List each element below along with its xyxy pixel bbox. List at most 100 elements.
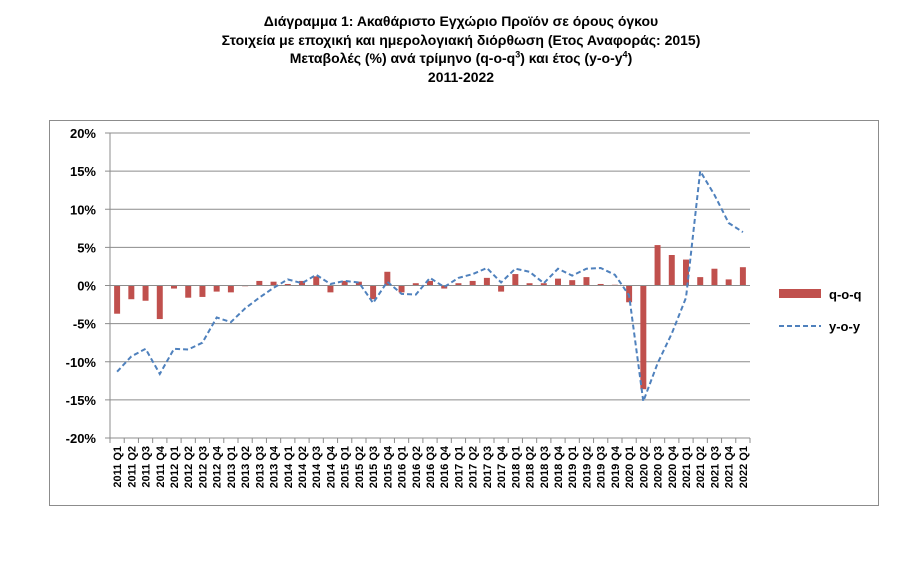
x-tick-label: 2017 Q1 xyxy=(453,446,465,488)
bar-q-o-q xyxy=(213,285,220,292)
x-tick-label: 2015 Q2 xyxy=(354,446,366,488)
y-tick-label: 20% xyxy=(70,126,96,141)
bar-q-o-q xyxy=(483,277,490,286)
x-tick-label: 2018 Q3 xyxy=(539,446,551,488)
chart-title-block: Διάγραμμα 1: Ακαθάριστο Εγχώριο Προϊόν σ… xyxy=(0,12,922,86)
bar-q-o-q xyxy=(441,285,448,289)
bar-q-o-q xyxy=(142,285,149,301)
bar-q-o-q xyxy=(341,280,348,286)
x-tick-label: 2019 Q3 xyxy=(596,446,608,488)
bar-q-o-q xyxy=(355,281,362,286)
x-tick-label: 2013 Q2 xyxy=(240,446,252,488)
x-tick-label: 2011 Q3 xyxy=(141,446,153,488)
legend-swatch-q-o-q xyxy=(779,289,821,298)
bar-q-o-q xyxy=(697,277,704,286)
x-tick-label: 2014 Q3 xyxy=(311,446,323,488)
y-tick-label: -20% xyxy=(66,431,97,446)
bar-q-o-q xyxy=(199,285,206,297)
bar-q-o-q xyxy=(668,255,675,286)
bar-q-o-q xyxy=(227,285,234,293)
y-tick-label: -10% xyxy=(66,355,97,370)
x-tick-label: 2012 Q2 xyxy=(183,446,195,488)
x-tick-label: 2011 Q1 xyxy=(112,446,124,488)
footnote-ref-4: 4 xyxy=(622,49,628,60)
x-tick-label: 2015 Q3 xyxy=(368,446,380,488)
x-tick-label: 2011 Q2 xyxy=(126,446,138,488)
x-tick-label: 2016 Q4 xyxy=(439,445,451,488)
chart-period: 2011-2022 xyxy=(427,68,495,85)
bar-q-o-q xyxy=(512,274,519,286)
bar-q-o-q xyxy=(270,281,277,286)
x-tick-label: 2018 Q2 xyxy=(525,446,537,488)
bar-q-o-q xyxy=(284,283,291,286)
x-tick-label: 2014 Q4 xyxy=(325,445,337,488)
x-tick-label: 2016 Q1 xyxy=(397,446,409,488)
bar-q-o-q xyxy=(498,285,505,292)
x-tick-label: 2016 Q3 xyxy=(425,446,437,488)
x-tick-label: 2014 Q1 xyxy=(283,446,295,488)
x-tick-label: 2011 Q4 xyxy=(155,445,167,487)
legend-label-q-o-q: q-o-q xyxy=(829,287,862,302)
x-tick-label: 2020 Q1 xyxy=(624,446,636,488)
bar-q-o-q xyxy=(555,278,561,286)
bar-q-o-q xyxy=(185,285,192,298)
x-tick-label: 2015 Q1 xyxy=(340,446,352,488)
y-o-y-line xyxy=(116,168,744,402)
footnote-ref-3: 3 xyxy=(515,49,521,60)
bar-q-o-q xyxy=(370,285,377,300)
x-tick-label: 2018 Q1 xyxy=(510,446,522,488)
x-tick-label: 2019 Q1 xyxy=(567,446,579,488)
bar-q-o-q xyxy=(114,285,121,314)
x-tick-label: 2018 Q4 xyxy=(553,445,565,488)
bar-q-o-q xyxy=(299,280,305,286)
axes xyxy=(109,133,751,443)
line-y-o-y xyxy=(116,168,744,402)
units-text-a: Μεταβολές (%) ανά τρίμηνο (q-o-q xyxy=(289,50,516,66)
x-tick-label: 2019 Q2 xyxy=(581,446,593,488)
bar-q-o-q xyxy=(739,267,746,286)
bar-q-o-q xyxy=(469,280,476,286)
x-tick-label: 2017 Q3 xyxy=(482,446,494,488)
x-tick-label: 2013 Q1 xyxy=(226,446,238,488)
x-tick-label: 2020 Q4 xyxy=(667,445,679,488)
y-tick-labels: 20% 15% 10% 5% 0% -5% -10% -15% -20% xyxy=(66,126,97,446)
bar-q-o-q xyxy=(384,271,391,286)
y-tick-label: -5% xyxy=(73,317,97,332)
x-tick-label: 2015 Q4 xyxy=(382,445,394,488)
chart-subtitle-units: Μεταβολές (%) ανά τρίμηνο (q-o-q3) και έ… xyxy=(0,49,922,68)
bar-q-o-q xyxy=(156,285,163,320)
y-tick-label: 10% xyxy=(70,202,96,217)
legend-label-y-o-y: y-o-y xyxy=(829,319,861,334)
bar-q-o-q xyxy=(256,280,263,286)
bar-q-o-q xyxy=(313,276,320,286)
x-tick-label: 2014 Q2 xyxy=(297,446,309,488)
legend: q-o-q y-o-y xyxy=(779,287,862,334)
units-text-b: ) και έτος (y-o-y xyxy=(520,50,623,66)
bar-q-o-q xyxy=(725,279,732,286)
x-tick-label: 2020 Q2 xyxy=(638,446,650,488)
bar-q-o-q xyxy=(711,268,718,286)
bar-q-o-q xyxy=(427,280,433,286)
x-tick-label: 2021 Q1 xyxy=(681,446,693,488)
bar-q-o-q xyxy=(540,283,547,286)
x-tick-label: 2012 Q1 xyxy=(169,446,181,488)
y-tick-label: 15% xyxy=(70,164,96,179)
x-tick-label: 2021 Q2 xyxy=(695,446,707,488)
x-tick-label: 2016 Q2 xyxy=(411,446,423,488)
bar-q-o-q xyxy=(412,283,419,286)
y-tick-label: 0% xyxy=(77,279,96,294)
bar-q-o-q xyxy=(583,277,590,286)
bar-q-o-q xyxy=(128,285,135,300)
bar-q-o-q xyxy=(171,285,177,289)
bar-q-o-q xyxy=(654,245,661,286)
units-text-c: ) xyxy=(627,50,633,66)
y-tick-label: 5% xyxy=(77,240,96,255)
x-tick-label: 2021 Q3 xyxy=(709,446,721,488)
x-tick-label: 2020 Q3 xyxy=(653,446,665,488)
bar-q-o-q xyxy=(569,280,576,286)
x-tick-label: 2017 Q4 xyxy=(496,445,508,488)
x-tick-label: 2012 Q3 xyxy=(197,446,209,488)
x-tick-label: 2013 Q3 xyxy=(254,446,266,488)
x-tick-label: 2013 Q4 xyxy=(269,445,281,488)
x-tick-label: 2022 Q1 xyxy=(738,446,750,488)
